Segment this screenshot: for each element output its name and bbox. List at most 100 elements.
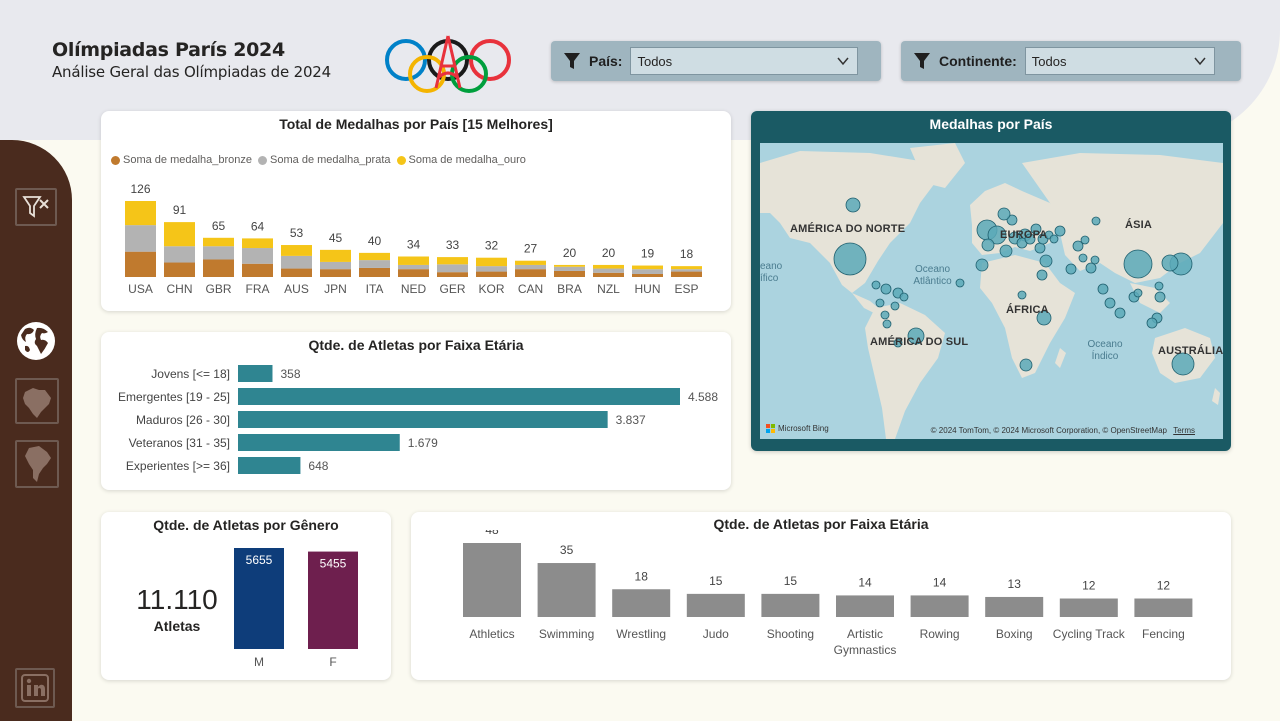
- sport-value-label: 15: [784, 574, 798, 588]
- medal-total-label: 45: [329, 231, 343, 245]
- medal-bar-aus-prata: [281, 255, 312, 269]
- medal-total-label: 19: [641, 247, 655, 261]
- south-america-button[interactable]: [15, 440, 59, 488]
- legend-item-ouro: Soma de medalha_ouro: [396, 154, 526, 166]
- medals-chart-plot: 126 USA 91 CHN 65 GBR 64 FRA 53 AUS 45 JPN 40 ITA 34 NE…: [125, 182, 702, 296]
- medal-bar-hun-bronze: [632, 273, 663, 277]
- medal-country-label: CAN: [518, 282, 543, 296]
- gender-chart-plot: 5655 M 5455 F: [234, 548, 358, 669]
- map-bubble: [893, 338, 903, 348]
- age-chart-plot: Jovens [<= 18] 358 Emergentes [19 - 25] 4.5…: [118, 365, 718, 474]
- map-bubble: [1006, 214, 1018, 226]
- map-credit: © 2024 TomTom, © 2024 Microsoft Corporat…: [931, 426, 1195, 435]
- sport-bar: [1134, 598, 1193, 617]
- medal-total-label: 32: [485, 239, 499, 253]
- map-bubble: [1072, 240, 1084, 252]
- map-bubble: [1080, 235, 1090, 245]
- legend-item-prata: Soma de medalha_prata: [258, 154, 391, 166]
- sport-category-label: Shooting: [767, 627, 814, 641]
- gender-category-label: F: [329, 655, 336, 669]
- age-value-label: 1.679: [408, 436, 438, 450]
- medal-bar-esp-ouro: [671, 266, 702, 270]
- medal-bar-can-ouro: [515, 260, 546, 265]
- linkedin-icon: [21, 674, 49, 702]
- country-dropdown[interactable]: Todos: [630, 47, 859, 75]
- continent-dropdown-value: Todos: [1031, 53, 1067, 69]
- country-filter: País: Todos: [551, 41, 881, 81]
- olympic-rings-logo: [385, 35, 511, 93]
- land-africa: [980, 255, 1075, 378]
- bing-brand-label: Microsoft Bing: [778, 424, 829, 433]
- medal-bar-jpn-bronze: [320, 269, 351, 277]
- sport-category-label: Artistic Gymnastics: [834, 627, 897, 657]
- land-south-america: [865, 303, 945, 439]
- medal-total-label: 33: [446, 238, 460, 252]
- sport-value-label: 35: [560, 543, 574, 557]
- globe-button[interactable]: [15, 320, 57, 362]
- sport-bar: [836, 595, 894, 617]
- medal-bar-ned-ouro: [398, 256, 429, 265]
- world-map[interactable]: AMÉRICA DO NORTE AMÉRICA DO SUL EUROPA Á…: [760, 143, 1223, 439]
- sport-bar: [910, 595, 969, 617]
- map-terms-link[interactable]: Terms: [1173, 426, 1195, 435]
- map-bubble: [1019, 358, 1033, 372]
- map-bubble: [999, 244, 1013, 258]
- medal-total-label: 65: [212, 219, 226, 233]
- sports-chart-card: Qtde. de Atletas por Faixa Etária 48 Athl…: [411, 512, 1231, 680]
- brazil-button[interactable]: [15, 378, 59, 424]
- map-bubble: [880, 310, 890, 320]
- age-category-label: Maduros [26 - 30]: [136, 413, 230, 427]
- medal-country-label: ESP: [674, 282, 698, 296]
- chevron-down-icon: [837, 57, 850, 66]
- land-new-zealand: [1212, 388, 1220, 405]
- medal-bar-kor-bronze: [476, 271, 507, 277]
- map-bubble: [1090, 255, 1100, 265]
- age-category-label: Emergentes [19 - 25]: [118, 390, 230, 404]
- map-bubble: [1024, 233, 1036, 245]
- country-filter-label: País:: [589, 53, 623, 69]
- map-label-europe: EUROPA: [1000, 229, 1048, 241]
- land-asia: [1022, 153, 1223, 283]
- map-bubble: [1039, 254, 1053, 268]
- continent-filter-label: Continente:: [939, 53, 1017, 69]
- linkedin-button[interactable]: [15, 668, 55, 708]
- map-bubble: [1104, 297, 1116, 309]
- medal-total-label: 20: [602, 246, 616, 260]
- medal-country-label: JPN: [324, 282, 347, 296]
- sport-category-label: Cycling Track: [1053, 627, 1126, 641]
- medals-chart-title: Total de Medalhas por País [15 Melhores]: [279, 116, 553, 132]
- medal-bar-jpn-prata: [320, 261, 351, 270]
- medal-bar-ita-bronze: [359, 267, 390, 277]
- medal-bar-can-prata: [515, 264, 546, 270]
- sport-category-label: Fencing: [1142, 627, 1185, 641]
- continent-dropdown[interactable]: Todos: [1024, 47, 1215, 75]
- sport-bar: [1059, 598, 1118, 617]
- medal-bar-ned-prata: [398, 264, 429, 270]
- medal-total-label: 34: [407, 237, 421, 251]
- map-bubble: [1154, 291, 1166, 303]
- age-bar: [238, 411, 608, 428]
- map-bubble: [833, 242, 867, 276]
- medal-bar-jpn-ouro: [320, 249, 351, 262]
- sport-bar: [537, 563, 596, 617]
- sport-bar: [612, 589, 671, 617]
- map-bubble: [1123, 249, 1153, 279]
- total-athletes-value: 11.110: [136, 584, 218, 615]
- map-bubble: [880, 283, 892, 295]
- world-map-canvas: [760, 143, 1223, 439]
- medal-bar-gbr-prata: [203, 246, 234, 260]
- clear-filters-button[interactable]: [15, 188, 57, 226]
- map-bubble: [1054, 225, 1066, 237]
- microsoft-logo-icon: [766, 424, 775, 433]
- map-label-south-america: AMÉRICA DO SUL: [870, 336, 969, 348]
- medal-total-label: 20: [563, 246, 577, 260]
- legend-label-prata: Soma de medalha_prata: [270, 154, 391, 166]
- age-chart-card: Qtde. de Atletas por Faixa Etária Jovens…: [101, 332, 731, 490]
- sport-bar: [761, 593, 820, 617]
- medal-bar-gbr-bronze: [203, 259, 234, 277]
- medal-total-label: 91: [173, 203, 187, 217]
- medal-bar-can-bronze: [515, 269, 546, 277]
- medal-bar-aus-ouro: [281, 245, 312, 256]
- map-bubble: [845, 197, 861, 213]
- map-bubble: [1017, 290, 1027, 300]
